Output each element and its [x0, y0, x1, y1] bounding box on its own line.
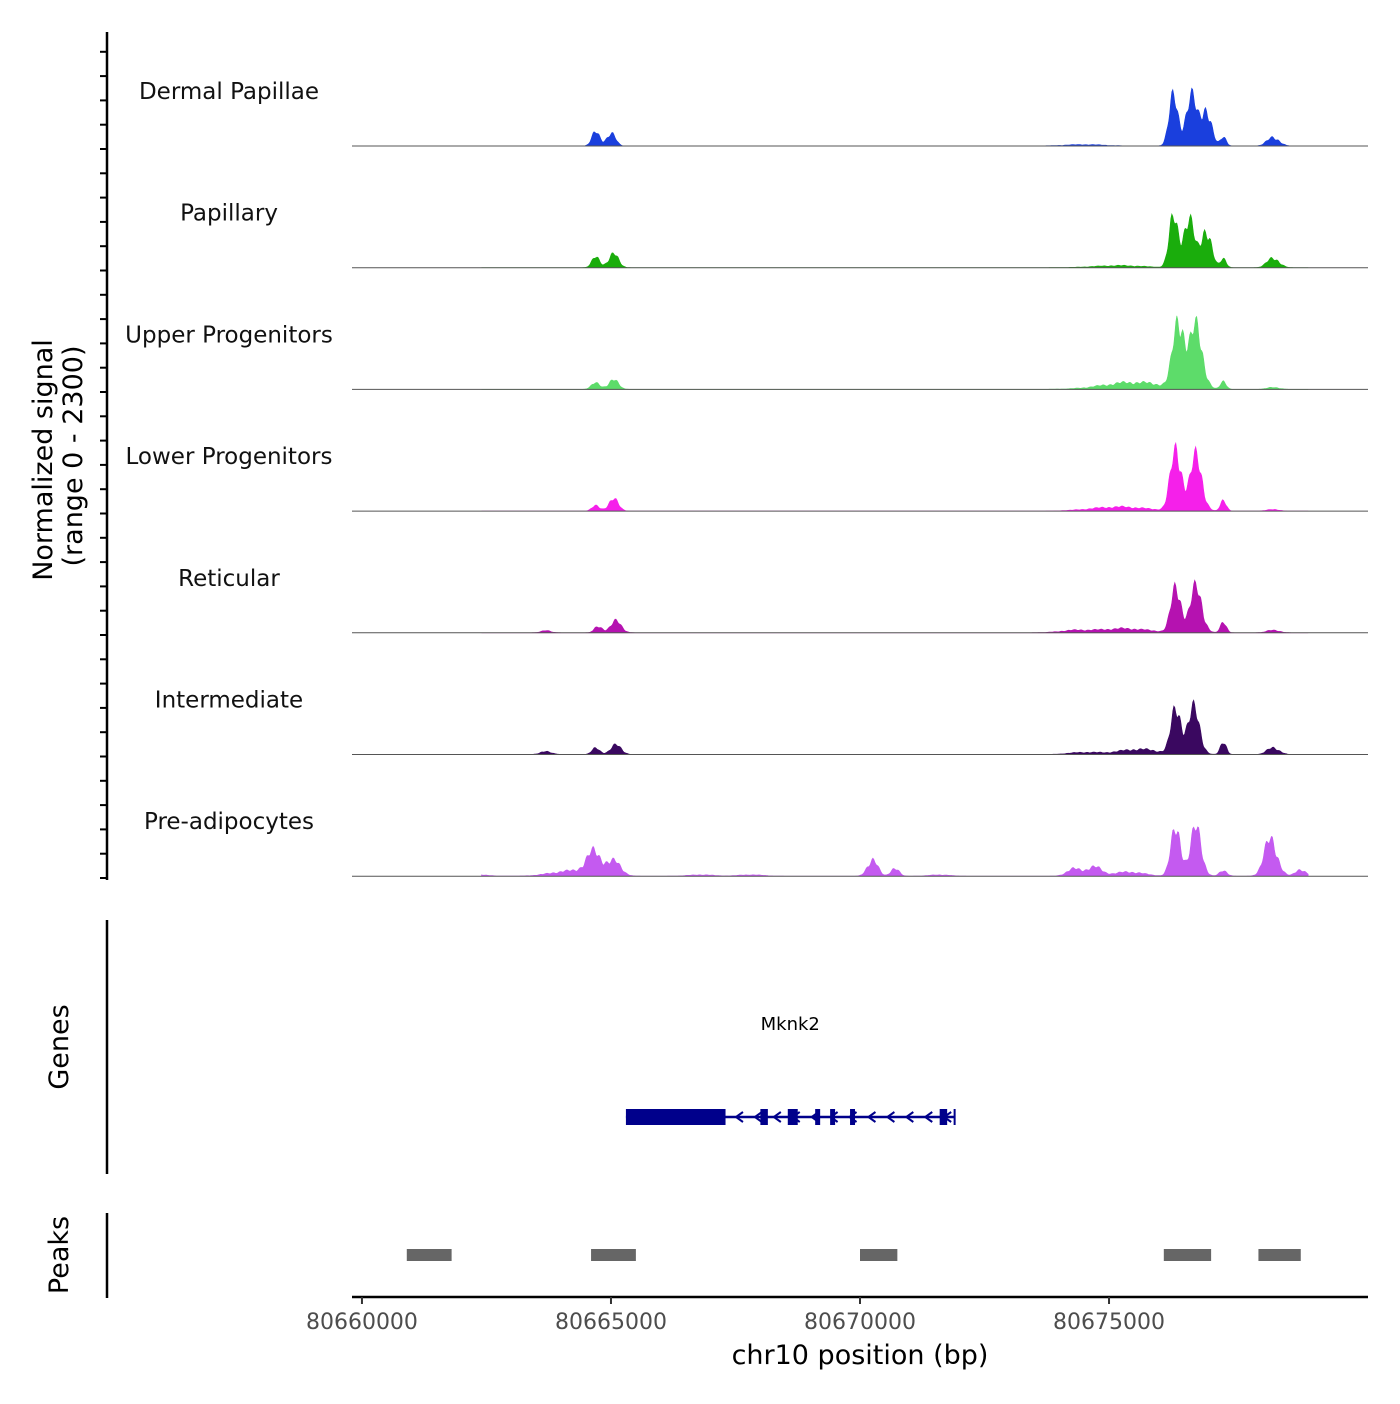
gene-exon-block [850, 1109, 856, 1125]
signal-area [481, 826, 1309, 877]
signal-track-papillary: Papillary [180, 201, 1368, 269]
x-axis-ticks: 80660000 80665000 80670000 80675000 [306, 1297, 1165, 1335]
peak-region [1163, 1249, 1212, 1261]
signal-area [481, 441, 1309, 512]
strand-arrow [866, 1111, 877, 1123]
signal-track-reticular: Reticular [178, 566, 1368, 634]
signal-tracks: Dermal Papillae Papillary Upper Progenitor… [125, 79, 1368, 877]
gene-exon-block [830, 1109, 836, 1125]
gene-name-label: Mknk2 [761, 1014, 820, 1035]
peak-region [1258, 1249, 1301, 1261]
signal-y-axis [100, 32, 109, 880]
signal-track-dermal-papillae: Dermal Papillae [139, 79, 1368, 147]
y-axis-label-line2: (range 0 - 2300) [58, 346, 89, 567]
track-label: Reticular [178, 566, 280, 592]
y-axis-label-line1: Normalized signal [28, 339, 59, 581]
gene-mknk2: Mknk2 [625, 1014, 956, 1125]
gene-exon-block [760, 1109, 768, 1125]
strand-arrow [942, 1111, 952, 1123]
strand-arrow [885, 1111, 895, 1123]
peaks-track-label: Peaks [44, 1216, 75, 1294]
genes-track-label: Genes [44, 1004, 75, 1089]
peak-region [860, 1249, 898, 1261]
track-label: Papillary [180, 201, 278, 227]
signal-area [481, 315, 1309, 390]
signal-area [481, 213, 1309, 268]
track-label: Pre-adipocytes [144, 809, 314, 835]
peak-region [406, 1249, 452, 1261]
track-label: Intermediate [155, 688, 303, 714]
strand-arrow [753, 1111, 763, 1123]
strand-arrow [809, 1111, 820, 1123]
peak-track [406, 1249, 1301, 1261]
strand-arrow [847, 1111, 858, 1123]
signal-track-upper-progenitors: Upper Progenitors [125, 315, 1368, 390]
x-axis-label: chr10 position (bp) [732, 1340, 989, 1371]
strand-arrow [904, 1111, 914, 1123]
track-label: Dermal Papillae [139, 79, 319, 105]
gene-exon-block [815, 1109, 821, 1125]
signal-track-intermediate: Intermediate [155, 688, 1368, 755]
signal-track-pre-adipocytes: Pre-adipocytes [144, 809, 1368, 877]
track-label: Upper Progenitors [125, 322, 333, 348]
strand-arrow [791, 1111, 801, 1123]
strand-arrow [923, 1111, 933, 1123]
gene-utr-block [625, 1109, 726, 1125]
signal-track-lower-progenitors: Lower Progenitors [126, 441, 1368, 512]
signal-area [481, 699, 1309, 755]
x-tick-label: 80665000 [555, 1310, 667, 1335]
x-tick-label: 80660000 [306, 1310, 418, 1335]
x-tick-label: 80675000 [1053, 1310, 1165, 1335]
peak-region [591, 1249, 636, 1261]
strand-arrow [772, 1111, 782, 1123]
signal-area [481, 87, 1309, 147]
signal-area [481, 579, 1309, 634]
strand-arrow [828, 1111, 839, 1123]
gene-track: Mknk2 [625, 1014, 956, 1125]
track-label: Lower Progenitors [126, 444, 333, 470]
x-tick-label: 80670000 [804, 1310, 916, 1335]
strand-arrow [734, 1111, 744, 1123]
